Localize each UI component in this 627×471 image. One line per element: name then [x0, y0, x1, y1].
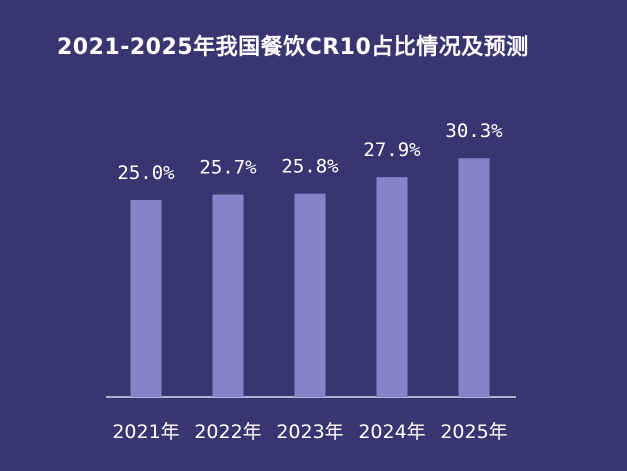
x-tick-label: 2021年	[112, 421, 179, 443]
chart-title: 2021-2025年我国餐饮CR10占比情况及预测	[57, 35, 529, 60]
value-labels-group: 25.0% 25.7% 25.8% 27.9% 30.3%	[117, 120, 503, 184]
x-tick-labels-group: 2021年 2022年 2023年 2024年 2025年	[112, 421, 507, 443]
bar-2021年	[130, 200, 162, 397]
bar-2022年	[212, 194, 244, 397]
data-label: 25.7%	[199, 156, 257, 178]
bar-2023年	[294, 193, 326, 397]
x-tick-label: 2023年	[276, 421, 343, 443]
data-label: 30.3%	[445, 120, 503, 142]
x-tick-label: 2024年	[358, 421, 425, 443]
data-label: 25.0%	[117, 162, 175, 184]
bar-2024年	[376, 177, 408, 397]
x-tick-label: 2025年	[440, 421, 507, 443]
data-label: 25.8%	[281, 156, 339, 178]
bar-2025年	[458, 158, 490, 397]
x-tick-label: 2022年	[194, 421, 261, 443]
bars-group	[130, 158, 490, 397]
data-label: 27.9%	[363, 139, 421, 161]
